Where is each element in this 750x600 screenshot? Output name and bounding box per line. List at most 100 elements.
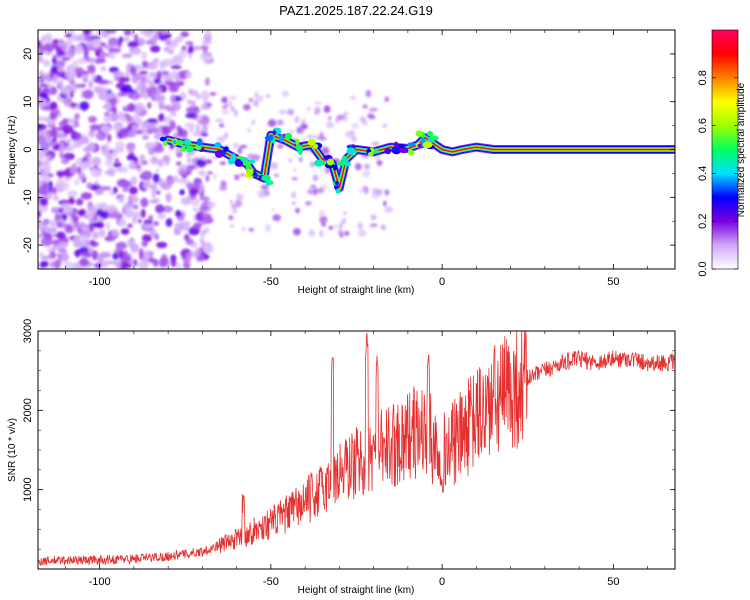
heatmap-cell xyxy=(56,170,66,177)
heatmap-cell xyxy=(94,188,104,196)
heatmap-cell xyxy=(316,188,325,194)
heatmap-cell xyxy=(363,186,369,195)
heatmap-cell xyxy=(88,217,95,224)
heatmap-cell xyxy=(77,226,82,235)
heatmap-cell xyxy=(234,199,243,208)
heatmap-cell xyxy=(120,262,132,269)
heatmap-cell xyxy=(357,222,364,230)
y-tick-label: 10 xyxy=(22,96,34,108)
heatmap-cell xyxy=(71,60,79,68)
heatmap-cell xyxy=(60,86,72,96)
heatmap-cell xyxy=(112,162,122,168)
heatmap-cell xyxy=(91,250,99,261)
ridge-blob xyxy=(248,159,256,164)
heatmap-cell xyxy=(118,76,130,83)
heatmap-cell xyxy=(57,241,69,249)
colorbar-tick-label: 0.6 xyxy=(697,118,709,133)
heatmap-cell xyxy=(98,229,106,238)
ridge-blob xyxy=(180,146,186,152)
heatmap-cell xyxy=(104,100,112,110)
heatmap-cell xyxy=(118,36,124,43)
heatmap-cell xyxy=(131,115,140,124)
heatmap-cell xyxy=(126,154,136,161)
heatmap-cell xyxy=(75,249,80,258)
heatmap-cell xyxy=(363,163,371,170)
heatmap-cell xyxy=(56,66,66,72)
heatmap-cell xyxy=(147,79,153,85)
heatmap-cell xyxy=(186,151,192,157)
heatmap-cell xyxy=(129,91,141,101)
heatmap-cell xyxy=(69,164,78,175)
heatmap-cell xyxy=(188,45,195,54)
ridge-blob xyxy=(195,144,202,151)
heatmap-cell xyxy=(42,59,51,67)
spectrogram-y-ticks: -20 -10 0 10 20 xyxy=(22,29,675,270)
ridge-blob xyxy=(183,139,192,146)
ridge-blob xyxy=(284,132,293,140)
heatmap-cell xyxy=(188,187,199,196)
heatmap-cell xyxy=(256,95,264,102)
heatmap-cell xyxy=(248,227,255,232)
heatmap-cell xyxy=(125,115,134,122)
heatmap-cell xyxy=(289,129,294,134)
heatmap-cell xyxy=(46,155,51,162)
heatmap-cell xyxy=(231,106,235,112)
heatmap-cell xyxy=(170,94,176,105)
ridge-blob xyxy=(367,151,374,157)
heatmap-cell xyxy=(169,120,176,131)
heatmap-cell xyxy=(82,89,94,100)
heatmap-cell xyxy=(103,116,112,123)
heatmap-cell xyxy=(112,106,117,114)
heatmap-cell xyxy=(74,179,80,185)
heatmap-cell xyxy=(44,32,53,43)
chart-title: PAZ1.2025.187.22.24.G19 xyxy=(279,3,433,18)
heatmap-cell xyxy=(170,64,182,70)
heatmap-cell xyxy=(206,102,212,108)
heatmap-cell xyxy=(92,231,99,240)
ridge-blob xyxy=(341,155,347,163)
heatmap-cell xyxy=(51,245,57,253)
snr-panel: -100 -50 0 50 1000 2000 3000 Height of straig… xyxy=(7,319,676,596)
heatmap-cell xyxy=(38,210,42,218)
snr-x-axis-label: Height of straight line (km) xyxy=(298,585,415,596)
heatmap-cell xyxy=(47,228,57,235)
heatmap-cell xyxy=(70,83,76,90)
heatmap-cell xyxy=(163,47,169,52)
heatmap-cell xyxy=(46,192,53,199)
ridge-blob xyxy=(407,142,416,147)
heatmap-cell xyxy=(107,133,112,143)
heatmap-cell xyxy=(136,167,142,173)
heatmap-cell xyxy=(113,122,123,132)
ridge-blob xyxy=(172,139,177,145)
heatmap-cell xyxy=(47,254,53,260)
heatmap-cell xyxy=(336,114,345,121)
heatmap-cell xyxy=(38,116,47,122)
heatmap-cell xyxy=(40,142,51,150)
heatmap-cell xyxy=(145,39,157,46)
heatmap-cell xyxy=(120,228,130,235)
heatmap-cell xyxy=(90,169,103,178)
heatmap-cell xyxy=(119,127,129,136)
heatmap-cell xyxy=(58,78,64,89)
heatmap-cell xyxy=(175,146,182,155)
heatmap-cell xyxy=(137,218,143,224)
heatmap-cell xyxy=(307,189,315,194)
heatmap-cell xyxy=(253,100,259,107)
ridge-blob xyxy=(175,140,185,146)
heatmap-cell xyxy=(157,204,163,214)
heatmap-cell xyxy=(192,222,202,230)
heatmap-cell xyxy=(38,44,48,50)
heatmap-cell xyxy=(221,108,230,115)
colorbar-ticks: 0.0 0.2 0.4 0.6 0.8 xyxy=(697,70,738,277)
heatmap-cell xyxy=(207,201,217,208)
heatmap-cell xyxy=(224,103,229,107)
heatmap-cell xyxy=(130,65,137,76)
heatmap-cell xyxy=(130,243,140,253)
heatmap-cell xyxy=(112,252,119,260)
heatmap-cell xyxy=(160,30,168,35)
heatmap-cell xyxy=(287,108,294,116)
ridge-blob xyxy=(261,174,271,182)
heatmap-cell xyxy=(149,199,159,204)
heatmap-cell xyxy=(62,181,70,191)
